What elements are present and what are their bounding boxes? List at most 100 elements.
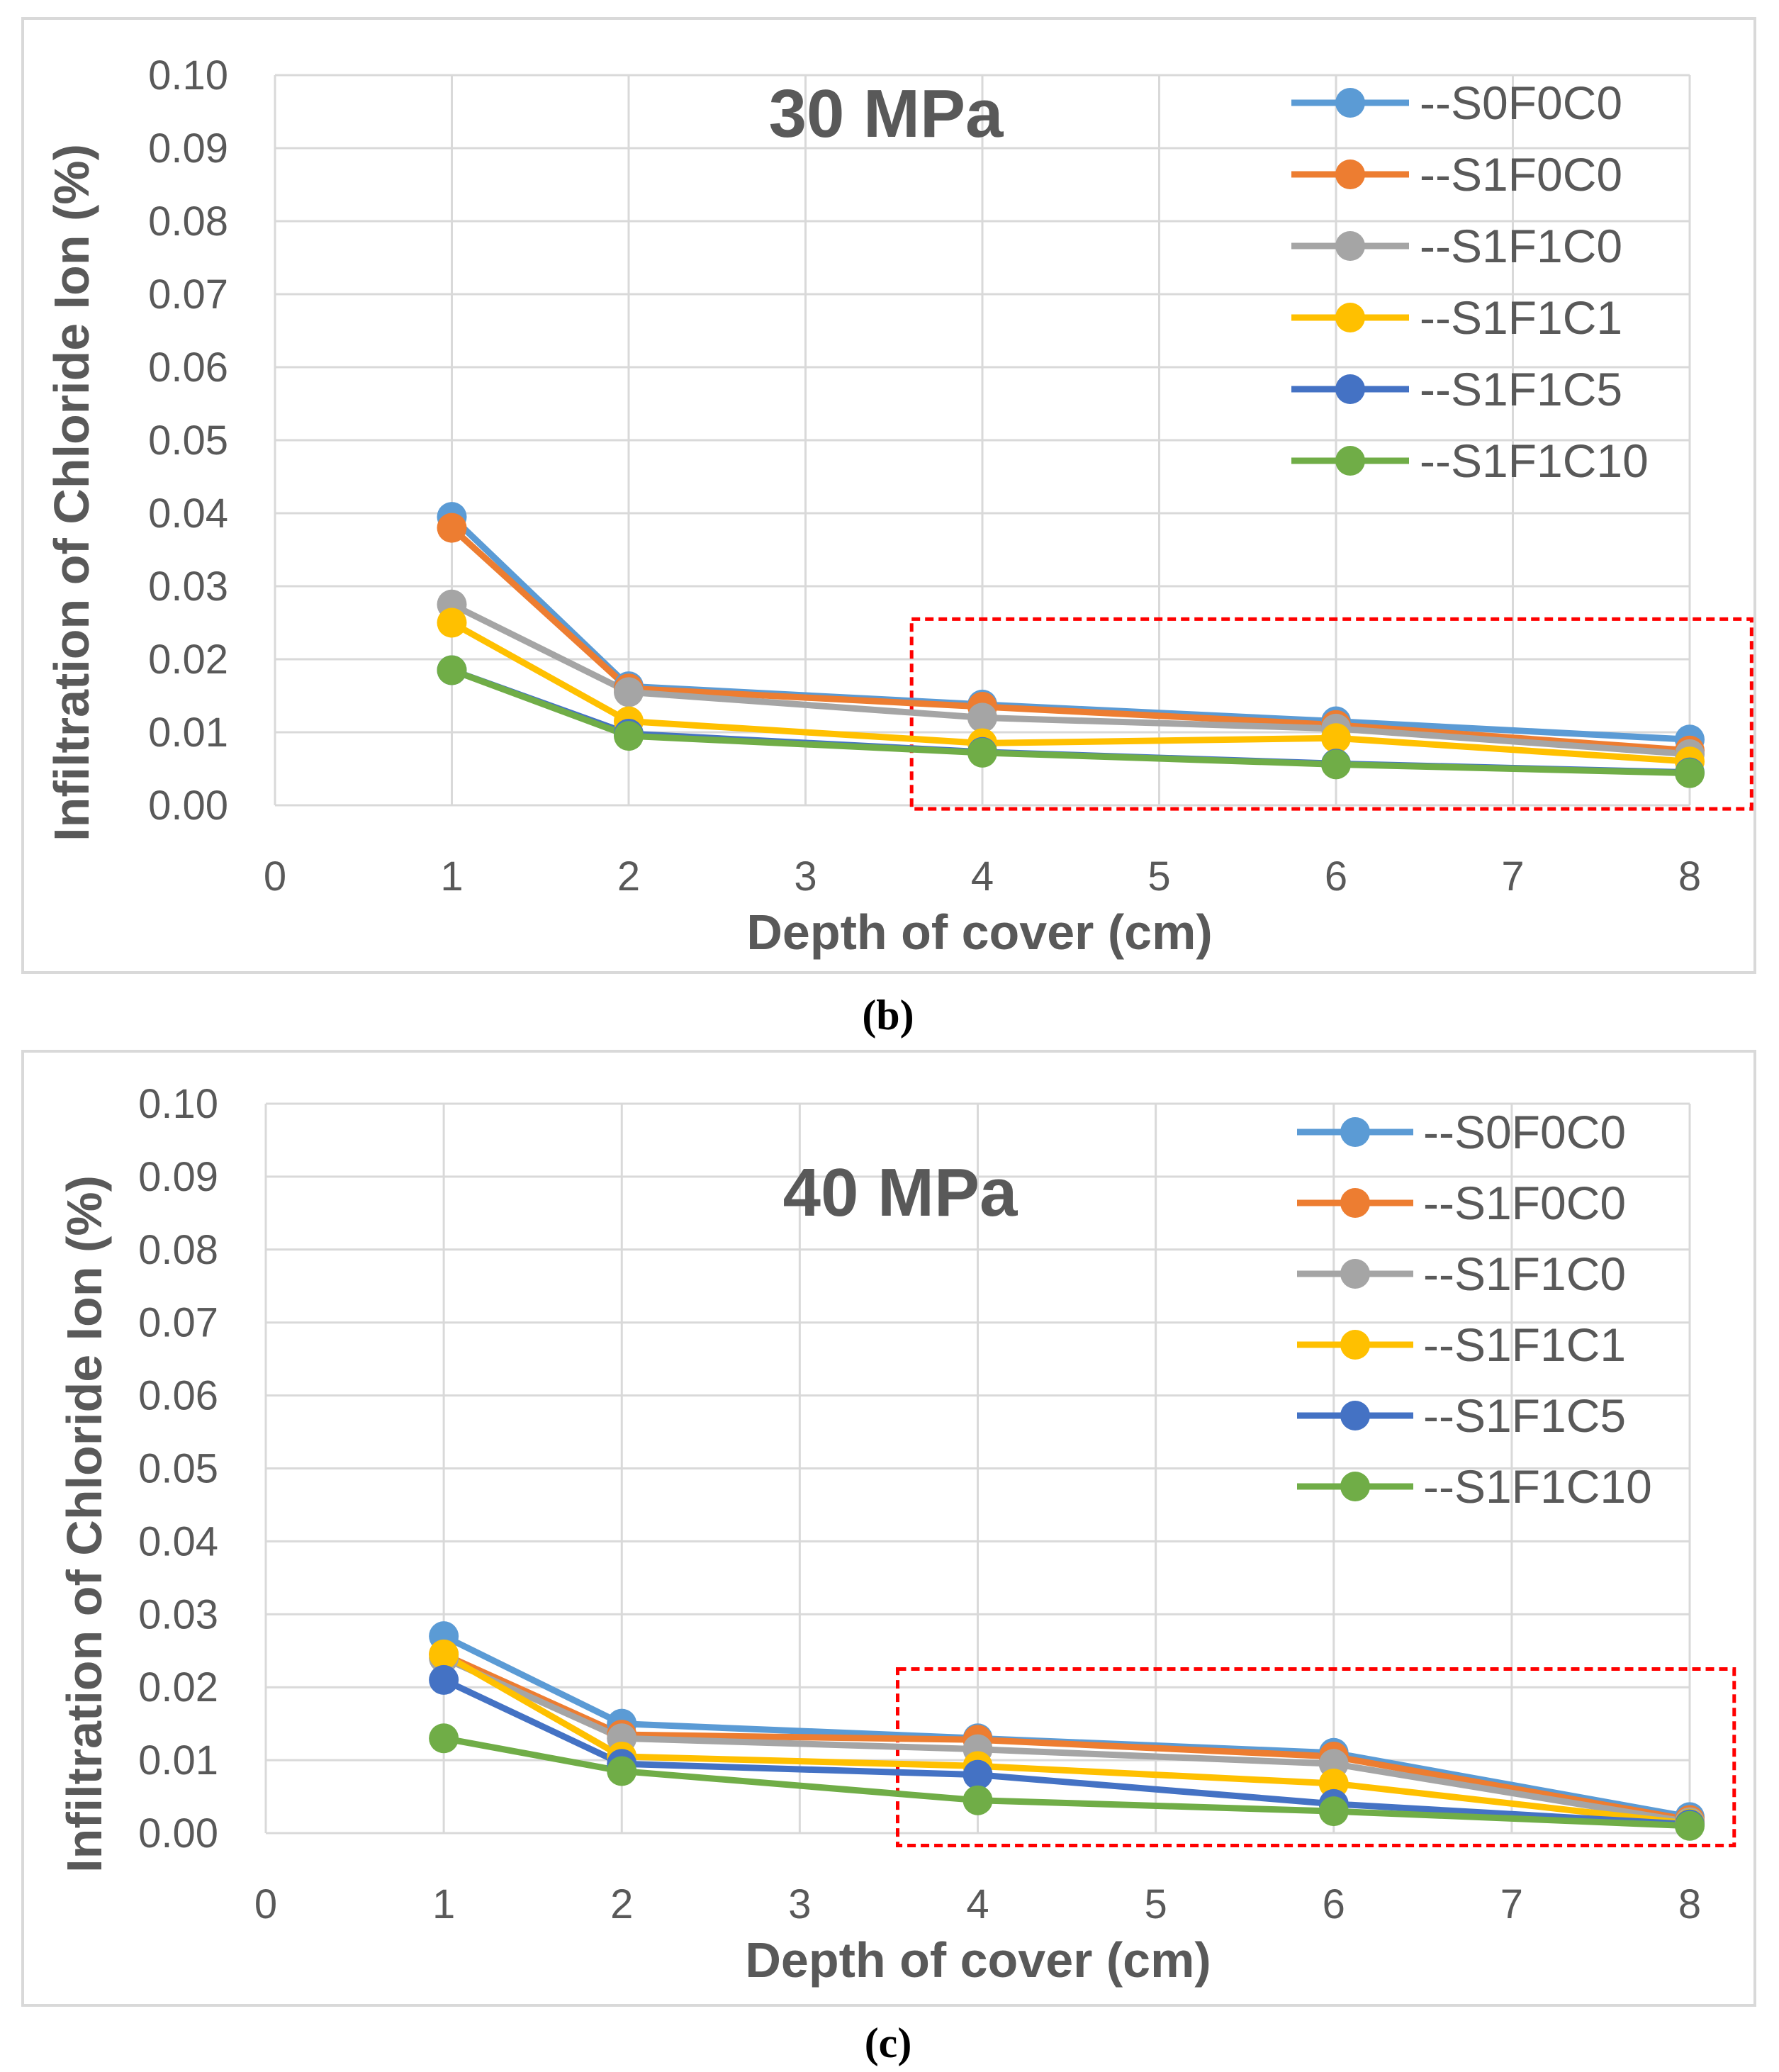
tick-labels: 0.00 0.01 0.02 0.03 0.04 0.05 0.06 0.07 0.08 0.09…: [138, 1081, 1701, 1927]
data-point: [437, 513, 467, 543]
chart-title: 30 MPa: [769, 76, 1004, 152]
legend-label: --S0F0C0: [1420, 77, 1622, 129]
legend-marker: [1335, 159, 1365, 189]
figure-caption: (c): [865, 2020, 912, 2066]
y-tick-label: 0.02: [138, 1664, 218, 1710]
y-tick-label: 0.00: [138, 1810, 218, 1857]
x-tick-label: 5: [1144, 1881, 1167, 1927]
y-tick-label: 0.09: [148, 125, 228, 172]
x-tick-label: 0: [264, 853, 286, 900]
y-tick-label: 0.04: [138, 1518, 218, 1564]
legend-item: --S1F1C5: [1291, 363, 1622, 415]
legend: --S0F0C0 --S1F0C0 --S1F1C0 --S1F1C1 --S1F1C5…: [1291, 77, 1649, 487]
x-tick-label: 4: [966, 1881, 989, 1927]
chart-panel-b: 0.00 0.01 0.02 0.03 0.04 0.05 0.06 0.07 0.08 0.09…: [21, 17, 1756, 1038]
data-point: [437, 655, 467, 685]
y-tick-label: 0.01: [148, 710, 228, 756]
legend-label: --S1F1C10: [1420, 435, 1649, 487]
y-axis-label: Infiltration of Chloride Ion (%): [57, 1175, 112, 1873]
data-point: [963, 1785, 993, 1815]
x-tick-label: 7: [1500, 1881, 1523, 1927]
legend-marker: [1340, 1401, 1370, 1430]
x-tick-label: 8: [1678, 853, 1701, 900]
legend-item: --S1F0C0: [1297, 1177, 1626, 1229]
y-tick-label: 0.09: [138, 1154, 218, 1200]
y-tick-label: 0.03: [148, 564, 228, 610]
legend-marker: [1335, 374, 1365, 404]
data-point: [1675, 1810, 1705, 1841]
data-point: [437, 607, 467, 638]
legend-marker: [1340, 1117, 1370, 1147]
data-point: [607, 1756, 637, 1786]
y-axis-label: Infiltration of Chloride Ion (%): [44, 144, 99, 841]
x-tick-label: 8: [1678, 1881, 1701, 1927]
legend-marker: [1340, 1330, 1370, 1360]
tick-labels: 0.00 0.01 0.02 0.03 0.04 0.05 0.06 0.07 0.08 0.09…: [148, 52, 1701, 900]
y-tick-label: 0.02: [148, 637, 228, 683]
legend-label: --S1F0C0: [1423, 1177, 1626, 1229]
legend-item: --S1F0C0: [1291, 148, 1622, 201]
highlight-box: [909, 617, 1753, 811]
data-point: [1321, 723, 1351, 754]
legend-item: --S1F1C1: [1297, 1318, 1626, 1371]
y-tick-label: 0.05: [148, 418, 228, 464]
x-tick-label: 6: [1325, 853, 1347, 900]
x-tick-label: 0: [254, 1881, 277, 1927]
data-point: [1318, 1769, 1349, 1799]
data-point: [614, 721, 644, 751]
legend-label: --S1F1C1: [1420, 291, 1622, 344]
y-tick-label: 0.03: [138, 1591, 218, 1637]
y-tick-label: 0.08: [138, 1227, 218, 1273]
legend-label: --S1F0C0: [1420, 148, 1622, 201]
series-layer: [437, 502, 1705, 788]
legend-label: --S0F0C0: [1423, 1106, 1626, 1158]
y-tick-label: 0.10: [148, 52, 228, 99]
legend-marker: [1335, 303, 1365, 332]
legend-item: --S1F1C0: [1291, 220, 1622, 272]
highlight-box: [895, 1667, 1736, 1847]
x-tick-label: 2: [617, 853, 640, 900]
legend-marker: [1335, 88, 1365, 118]
x-tick-label: 2: [610, 1881, 633, 1927]
legend-item: --S1F1C5: [1297, 1389, 1626, 1442]
data-point: [1321, 749, 1351, 780]
y-tick-label: 0.10: [138, 1081, 218, 1127]
legend-label: --S1F1C0: [1423, 1248, 1626, 1300]
grid: [274, 74, 1691, 807]
legend-label: --S1F1C5: [1423, 1389, 1626, 1442]
y-tick-label: 0.01: [138, 1737, 218, 1783]
data-point: [429, 1639, 459, 1669]
x-tick-label: 1: [440, 853, 463, 900]
legend: --S0F0C0 --S1F0C0 --S1F1C0 --S1F1C1 --S1F1C5…: [1297, 1106, 1652, 1513]
x-tick-label: 5: [1147, 853, 1170, 900]
legend-item: --S1F1C10: [1291, 435, 1649, 487]
legend-label: --S1F1C1: [1423, 1318, 1626, 1371]
y-tick-label: 0.07: [138, 1300, 218, 1346]
y-tick-label: 0.06: [138, 1373, 218, 1419]
y-tick-label: 0.08: [148, 198, 228, 245]
y-tick-label: 0.06: [148, 345, 228, 391]
highlight-box-layer: [909, 617, 1753, 811]
y-tick-label: 0.05: [138, 1446, 218, 1492]
data-point: [1675, 758, 1705, 788]
data-point: [429, 1664, 459, 1695]
y-tick-label: 0.04: [148, 491, 228, 537]
legend-marker: [1335, 446, 1365, 476]
grid: [264, 1102, 1691, 1835]
legend-label: --S1F1C10: [1423, 1460, 1652, 1513]
legend-item: --S1F1C10: [1297, 1460, 1652, 1513]
legend-marker: [1340, 1259, 1370, 1289]
legend-marker: [1340, 1472, 1370, 1501]
legend-item: --S1F1C0: [1297, 1248, 1626, 1300]
legend-item: --S0F0C0: [1297, 1106, 1626, 1158]
x-tick-label: 3: [788, 1881, 811, 1927]
x-tick-label: 4: [971, 853, 994, 900]
figure-caption: (b): [862, 992, 914, 1038]
data-point: [967, 737, 997, 768]
y-tick-label: 0.00: [148, 783, 228, 829]
data-point: [967, 702, 997, 733]
legend-label: --S1F1C5: [1420, 363, 1622, 415]
legend-marker: [1335, 231, 1365, 261]
legend-label: --S1F1C0: [1420, 220, 1622, 272]
